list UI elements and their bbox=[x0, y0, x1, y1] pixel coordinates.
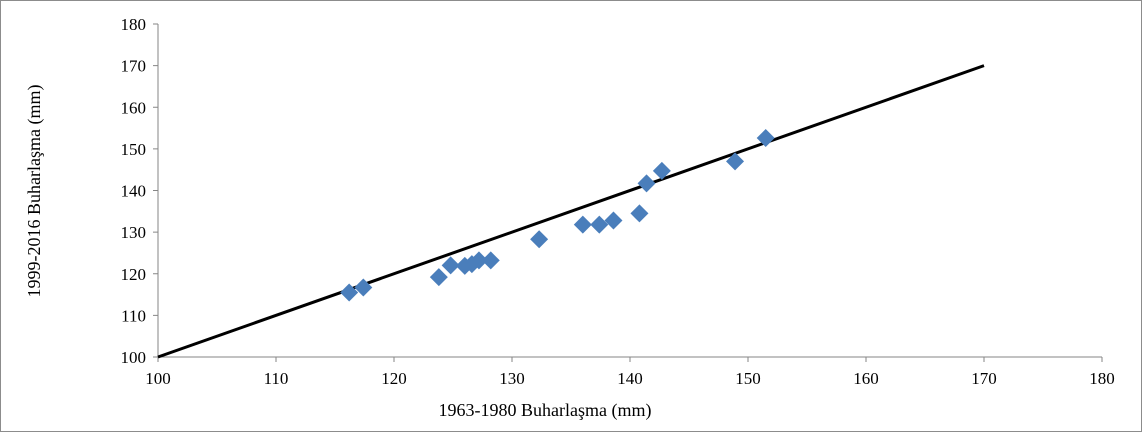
data-point bbox=[481, 251, 500, 270]
reference-line bbox=[157, 64, 985, 359]
y-tick-label: 130 bbox=[121, 223, 147, 242]
y-tick-label: 170 bbox=[121, 57, 147, 76]
x-axis-title: 1963-1980 Buharlaşma (mm) bbox=[439, 400, 652, 421]
data-point bbox=[469, 251, 488, 270]
reference-line-group bbox=[157, 64, 985, 359]
x-tick-label: 110 bbox=[264, 369, 289, 388]
y-tick-label: 110 bbox=[121, 306, 146, 325]
data-point bbox=[530, 230, 549, 249]
y-tick-label: 180 bbox=[121, 15, 147, 34]
x-tick-label: 170 bbox=[971, 369, 997, 388]
y-tick-label: 100 bbox=[121, 348, 147, 367]
x-tick-label: 150 bbox=[735, 369, 761, 388]
x-tick-label: 160 bbox=[853, 369, 879, 388]
data-point bbox=[441, 256, 460, 275]
y-tick-label: 150 bbox=[121, 140, 147, 159]
data-point bbox=[726, 152, 745, 171]
y-tick-labels: 100 110 120 130 140 150 160 170 180 bbox=[121, 15, 158, 367]
x-tick-label: 180 bbox=[1089, 369, 1115, 388]
y-tick-label: 120 bbox=[121, 265, 147, 284]
y-axis-title: 1999-2016 Buharlaşma (mm) bbox=[24, 85, 45, 298]
x-tick-label: 100 bbox=[145, 369, 171, 388]
y-tick-label: 140 bbox=[121, 182, 147, 201]
data-point bbox=[637, 174, 656, 193]
data-point bbox=[604, 211, 623, 230]
data-point bbox=[590, 215, 609, 234]
data-point bbox=[652, 161, 671, 180]
data-point bbox=[354, 278, 373, 297]
x-tick-labels: 100 110 120 130 140 150 160 170 180 bbox=[145, 357, 1115, 388]
x-tick-label: 120 bbox=[381, 369, 407, 388]
data-point bbox=[340, 283, 359, 302]
data-point bbox=[429, 268, 448, 287]
data-point bbox=[630, 204, 649, 223]
x-tick-label: 140 bbox=[617, 369, 643, 388]
x-tick-label: 130 bbox=[499, 369, 525, 388]
data-points bbox=[340, 129, 775, 302]
data-point bbox=[573, 215, 592, 234]
data-point bbox=[756, 129, 775, 148]
data-point bbox=[462, 255, 481, 274]
y-tick-label: 160 bbox=[121, 98, 147, 117]
